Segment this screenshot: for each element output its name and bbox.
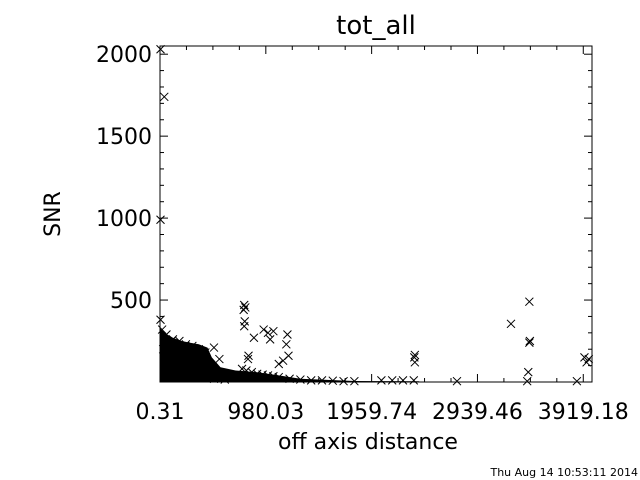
- chart-title: tot_all: [336, 11, 416, 41]
- data-point: [249, 333, 259, 343]
- data-points: [156, 44, 594, 386]
- data-point: [259, 325, 269, 334]
- data-point: [387, 376, 397, 385]
- plot-frame: [159, 45, 593, 383]
- x-tick-label: 1959.74: [326, 400, 417, 425]
- data-point: [409, 376, 419, 385]
- x-axis-label: off axis distance: [278, 430, 458, 455]
- data-point: [525, 338, 534, 348]
- data-point: [265, 335, 275, 344]
- data-point: [377, 376, 386, 385]
- data-point: [522, 376, 532, 386]
- y-tick-label: 500: [110, 289, 152, 314]
- data-point: [156, 215, 165, 225]
- data-point: [283, 330, 292, 339]
- data-point: [239, 321, 249, 331]
- data-point: [410, 350, 420, 360]
- data-point: [243, 354, 253, 364]
- data-point: [525, 336, 535, 346]
- data-point: [263, 328, 273, 338]
- y-tick-label: 1500: [96, 125, 152, 150]
- data-point: [572, 376, 582, 386]
- data-point: [269, 326, 278, 336]
- data-point: [452, 376, 462, 386]
- dense-point-cluster: [160, 327, 420, 382]
- x-tick-label: 0.31: [136, 400, 185, 425]
- x-tick-label: 980.03: [227, 400, 304, 425]
- x-tick-label: 3919.18: [538, 400, 629, 425]
- data-point: [156, 44, 165, 54]
- data-point: [215, 354, 224, 364]
- data-point: [240, 303, 250, 312]
- data-point: [584, 354, 594, 364]
- x-tick-label: 2939.46: [432, 400, 523, 425]
- tick-labels: 0.31 980.03 1959.74 2939.46 3919.18 500 1000 15…: [96, 43, 629, 425]
- data-point: [239, 305, 249, 315]
- data-point: [506, 319, 516, 329]
- y-axis-label: SNR: [41, 191, 66, 237]
- data-point: [523, 367, 533, 377]
- data-point: [281, 339, 291, 349]
- axis-ticks: [159, 46, 592, 382]
- data-point: [156, 315, 165, 325]
- y-tick-label: 2000: [96, 43, 152, 68]
- data-point: [209, 343, 219, 352]
- timestamp: Thu Aug 14 10:53:11 2014: [490, 466, 638, 479]
- data-point: [244, 351, 253, 361]
- data-point: [278, 356, 288, 366]
- data-point: [525, 297, 534, 307]
- y-tick-label: 1000: [96, 207, 152, 232]
- data-point: [410, 357, 420, 367]
- data-point: [159, 92, 169, 102]
- data-point: [274, 359, 284, 369]
- data-point: [398, 376, 408, 385]
